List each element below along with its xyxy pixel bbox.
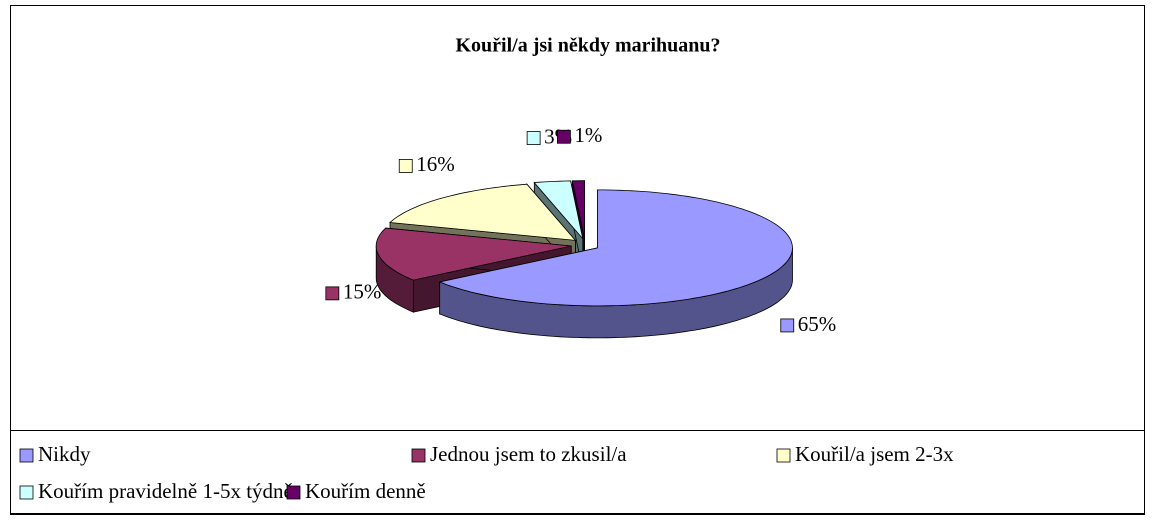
label-swatch [325,286,340,301]
label-swatch [398,159,413,173]
legend-swatch [19,448,34,463]
label-swatch [556,129,571,144]
chart-title: Kouřil/a jsi někdy marihuanu? [455,35,720,57]
slice [533,180,584,240]
legend-label: Kouřil/a jsem 2-3x [795,442,954,466]
data-label: 16% [416,152,455,176]
legend-label: Kouřím pravidelně 1-5x týdně [38,479,293,503]
legend-label: Kouřím denně [305,479,426,503]
slice [571,180,585,239]
label-swatch [780,318,795,333]
slice [438,189,793,307]
slice [389,183,577,241]
data-label: 1% [574,123,602,147]
legend-swatch [286,485,301,500]
data-label: 65% [798,312,837,336]
legend-box [10,430,1145,514]
slice [375,227,572,281]
data-label: 15% [343,280,382,304]
label-swatch [526,131,541,145]
legend-swatch [19,485,34,500]
legend-swatch [411,448,426,463]
legend-label: Jednou jsem to zkusil/a [430,442,627,466]
legend-label: Nikdy [38,442,91,466]
legend-swatch [776,448,791,463]
